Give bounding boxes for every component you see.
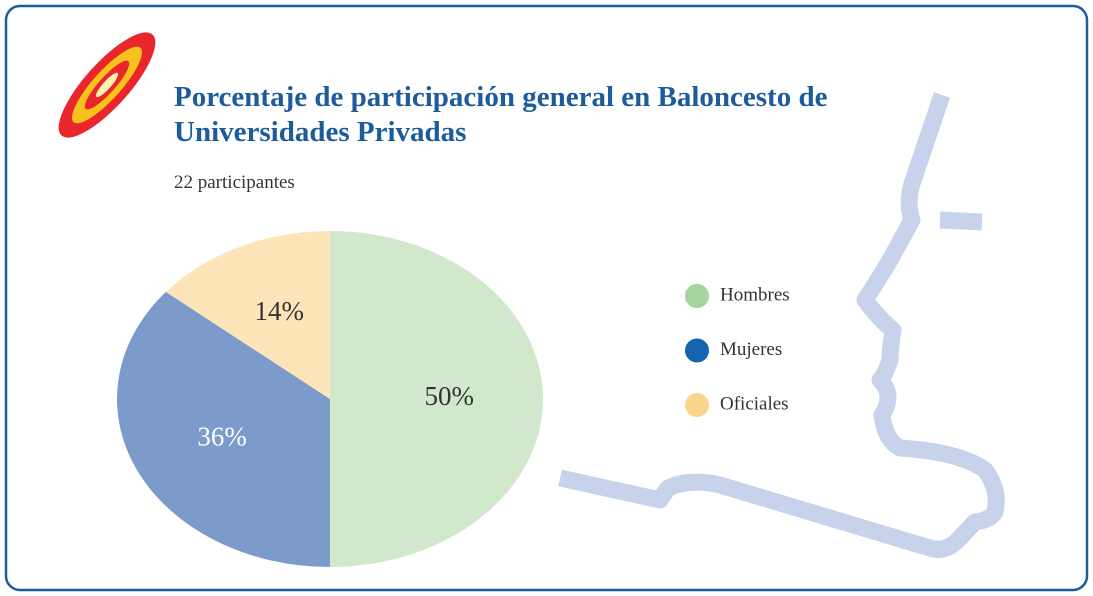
chart-subtitle: 22 participantes	[174, 172, 295, 193]
chart-title: Porcentaje de participación general en B…	[174, 81, 828, 148]
legend-label: Hombres	[720, 284, 790, 305]
data-label: 50%	[425, 381, 475, 411]
pie: 50% 36% 14%	[117, 231, 543, 567]
logo	[58, 32, 156, 138]
legend-swatch	[685, 338, 709, 363]
legend: Hombres Mujeres Oficiales	[685, 284, 790, 417]
pie-slice	[330, 231, 543, 567]
legend-label: Mujeres	[720, 339, 782, 360]
legend-label: Oficiales	[720, 393, 789, 414]
face-outline	[558, 92, 1005, 558]
data-label: 14%	[254, 296, 304, 326]
data-label: 36%	[197, 421, 247, 451]
legend-swatch	[685, 393, 709, 417]
pie-slice	[165, 231, 330, 399]
pie-slice	[117, 291, 330, 567]
legend-swatch	[685, 284, 709, 308]
